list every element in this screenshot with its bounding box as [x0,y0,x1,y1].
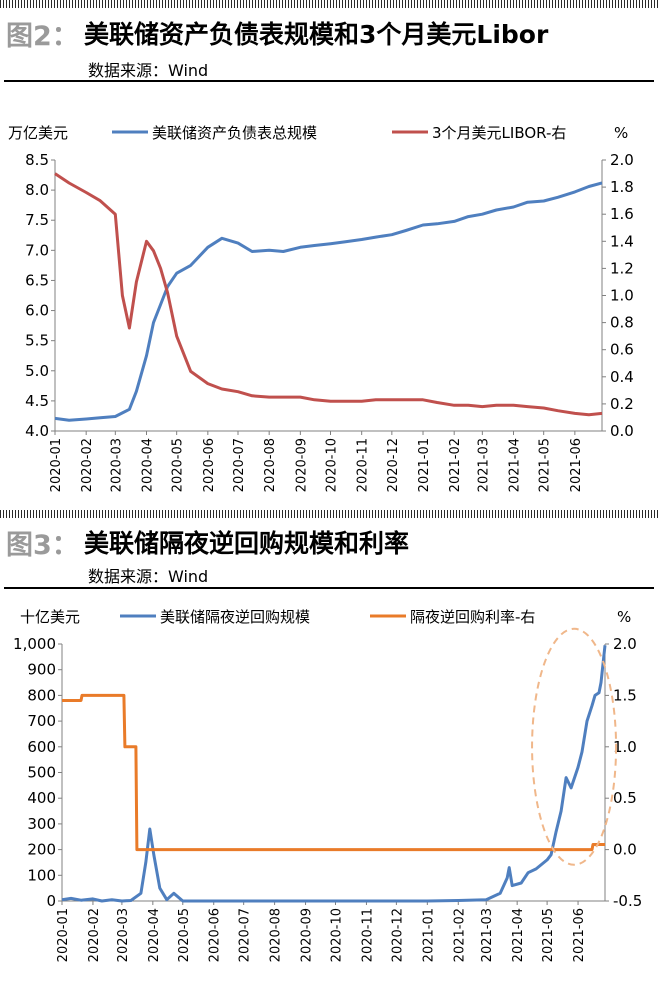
right-tick-label: 0.2 [610,395,634,413]
right-tick-label: 1.8 [610,178,634,196]
legend-label: 美联储隔夜逆回购规模 [160,608,310,626]
highlight-ellipse [531,627,618,866]
x-tick-label: 2020-12 [386,438,401,492]
left-tick-label: 700 [27,712,56,730]
left-tick-label: 300 [27,815,56,833]
left-tick-label: 200 [27,841,56,859]
x-tick-label: 2020-05 [177,908,192,962]
left-tick-label: 1,000 [13,635,56,653]
left-tick-label: 400 [27,789,56,807]
left-axis-unit: 万亿美元 [8,124,68,142]
x-tick-label: 2020-08 [263,438,278,492]
x-tick-label: 2020-01 [49,438,64,492]
left-tick-label: 8.5 [25,151,49,169]
x-tick-label: 2020-08 [269,908,284,962]
left-axis-unit: 十亿美元 [20,608,80,626]
right-axis-unit: % [617,608,631,626]
left-tick-label: 100 [27,866,56,884]
left-tick-label: 0 [46,892,56,910]
x-tick-label: 2020-01 [56,908,71,962]
left-tick-label: 7.0 [25,241,49,259]
right-tick-label: 0.8 [610,314,634,332]
x-tick-label: 2020-09 [294,438,309,492]
right-tick-label: 1.0 [610,287,634,305]
figure-3-divider [4,587,654,589]
left-tick-label: 500 [27,764,56,782]
left-tick-label: 7.5 [25,211,49,229]
x-tick-label: 2021-01 [421,908,436,962]
series-line-1 [61,645,607,903]
x-tick-label: 2021-04 [508,438,523,492]
right-tick-label: 2.0 [613,635,637,653]
x-tick-label: 2020-02 [80,438,95,492]
x-tick-label: 2020-03 [116,908,131,962]
legend-label: 隔夜逆回购利率-右 [410,608,535,626]
right-tick-label: 1.4 [610,232,634,250]
legend-label: 3个月美元LIBOR-右 [432,124,566,142]
right-tick-label: 0.6 [610,341,634,359]
x-tick-label: 2020-11 [360,908,375,962]
right-tick-label: 0.4 [610,368,634,386]
figure-2-title: 美联储资产负债表规模和3个月美元Libor [84,20,549,49]
top-hatch-bar [0,0,660,8]
figure-3-label: 图3： [6,530,79,561]
x-tick-label: 2021-06 [572,908,587,962]
figure-3-title: 美联储隔夜逆回购规模和利率 [84,529,410,558]
left-tick-label: 4.5 [25,392,49,410]
right-tick-label: 1.0 [613,738,637,756]
x-tick-label: 2020-05 [171,438,186,492]
x-tick-label: 2020-04 [147,908,162,962]
x-tick-label: 2021-06 [569,438,584,492]
x-tick-label: 2020-06 [202,438,217,492]
left-tick-label: 4.0 [25,422,49,440]
left-tick-label: 5.5 [25,332,49,350]
right-tick-label: 2.0 [610,151,634,169]
figure-2-label: 图2： [6,21,79,52]
x-tick-label: 2021-02 [452,908,467,962]
x-tick-label: 2021-05 [538,438,553,492]
x-tick-label: 2020-11 [356,438,371,492]
right-tick-label: 0.0 [610,422,634,440]
x-tick-label: 2021-05 [541,908,556,962]
x-tick-label: 2021-03 [480,908,495,962]
balance-sheet-libor-chart: 4.0 4.5 5.0 5.5 6.0 6.5 7.0 7.5 8.0 8.5 0.0 0.2 0.4 0… [8,124,634,492]
x-tick-label: 2020-10 [329,908,344,962]
left-tick-label: 900 [27,661,56,679]
x-tick-label: 2021-01 [417,438,432,492]
right-tick-label: -0.5 [613,892,642,910]
middle-hatch-bar [0,510,660,518]
x-tick-label: 2020-09 [300,908,315,962]
left-tick-label: 8.0 [25,181,49,199]
x-tick-label: 2020-03 [109,438,124,492]
series-line-2 [54,172,603,417]
x-tick-label: 2021-03 [476,438,491,492]
left-tick-label: 5.0 [25,362,49,380]
x-tick-label: 2020-10 [325,438,340,492]
x-tick-label: 2020-04 [141,438,156,492]
left-tick-label: 600 [27,738,56,756]
x-tick-label: 2020-06 [208,908,223,962]
series-line-1 [54,181,603,422]
x-tick-label: 2020-07 [232,438,247,492]
right-tick-label: 1.5 [613,686,637,704]
x-tick-label: 2020-02 [87,908,102,962]
figure-2-divider [4,80,654,82]
series-line-2 [62,693,605,852]
figure-2-source: 数据来源：Wind [88,61,209,80]
figure-3-source: 数据来源：Wind [88,567,209,586]
right-tick-label: 1.2 [610,259,634,277]
left-tick-label: 800 [27,686,56,704]
legend-label: 美联储资产负债表总规模 [152,124,317,142]
reverse-repo-chart: 0 100 200 300 400 500 600 700 800 900 1,000 -0.5 0.0… [13,608,642,962]
x-tick-label: 2020-12 [390,908,405,962]
x-tick-label: 2021-02 [448,438,463,492]
right-tick-label: 1.6 [610,205,634,223]
right-axis-unit: % [614,124,628,142]
right-tick-label: 0.5 [613,789,637,807]
left-tick-label: 6.5 [25,271,49,289]
left-tick-label: 6.0 [25,302,49,320]
x-tick-label: 2020-07 [238,908,253,962]
x-tick-label: 2021-04 [511,908,526,962]
right-tick-label: 0.0 [613,841,637,859]
